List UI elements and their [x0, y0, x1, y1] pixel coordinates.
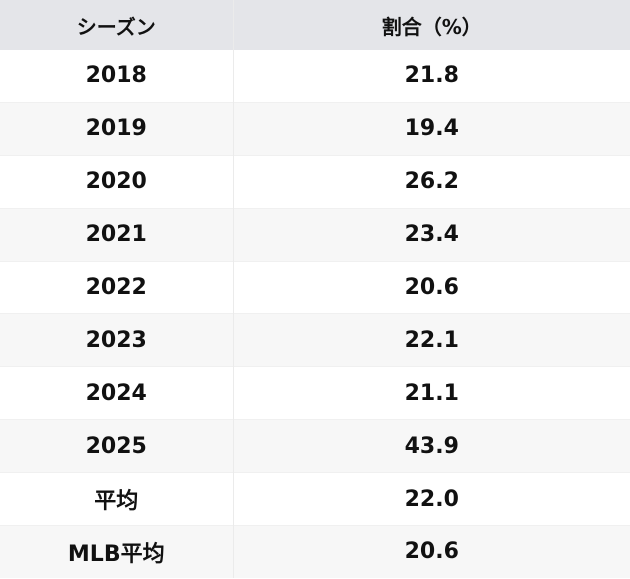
table-row: 2018 21.8	[0, 50, 630, 103]
table-row: 2021 23.4	[0, 207, 630, 262]
table-row: 2023 22.1	[0, 313, 630, 367]
season-cell: 2021	[0, 207, 234, 262]
table-row: 2025 43.9	[0, 419, 630, 473]
percentage-cell: 43.9	[233, 419, 630, 473]
season-cell: 2019	[0, 101, 234, 156]
header-season: シーズン	[0, 0, 234, 50]
table-row: 2019 19.4	[0, 101, 630, 156]
table-row: 2022 20.6	[0, 260, 630, 314]
header-row: シーズン 割合（%）	[0, 0, 630, 50]
table-row: 2020 26.2	[0, 154, 630, 209]
table-row: 2024 21.1	[0, 366, 630, 420]
percentage-cell: 22.0	[233, 472, 630, 526]
header-percentage: 割合（%）	[233, 0, 630, 50]
percentage-cell: 20.6	[233, 525, 630, 578]
season-cell: 2024	[0, 366, 234, 420]
percentage-cell: 21.1	[233, 366, 630, 420]
percentage-cell: 19.4	[233, 101, 630, 156]
percentage-cell: 22.1	[233, 313, 630, 367]
season-cell: 2023	[0, 313, 234, 367]
season-cell: 2020	[0, 154, 234, 209]
season-cell: 2022	[0, 260, 234, 314]
table-body: 2018 21.8 2019 19.4 2020 26.2 2021 23.4 …	[0, 50, 630, 578]
season-cell: 2018	[0, 50, 234, 103]
mlb-average-row: MLB平均 20.6	[0, 525, 630, 578]
percentage-cell: 26.2	[233, 154, 630, 209]
percentage-cell: 20.6	[233, 260, 630, 314]
average-row: 平均 22.0	[0, 472, 630, 526]
season-cell: MLB平均	[0, 525, 234, 578]
table-header: シーズン 割合（%）	[0, 0, 630, 50]
season-cell: 2025	[0, 419, 234, 473]
season-cell: 平均	[0, 472, 234, 526]
percentage-cell: 23.4	[233, 207, 630, 262]
percentage-cell: 21.8	[233, 50, 630, 103]
